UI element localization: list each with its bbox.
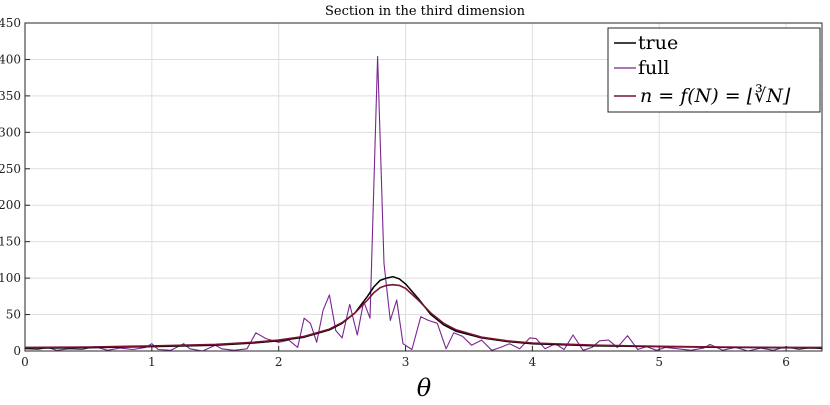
- y-tick-label: 0: [13, 344, 21, 358]
- x-axis-label: θ: [417, 374, 432, 402]
- plot-frame: [24, 22, 823, 352]
- series-line-true: [24, 275, 823, 349]
- y-tick-label: 200: [0, 198, 21, 212]
- legend-label-full: full: [638, 57, 669, 79]
- y-tick-label: 300: [0, 125, 21, 139]
- plot-lines: [24, 55, 823, 352]
- tick-marks: [24, 22, 787, 352]
- x-tick-label: 6: [782, 355, 790, 369]
- y-tick-label: 450: [0, 16, 21, 30]
- x-tick-label: 5: [655, 355, 663, 369]
- y-tick-label: 50: [6, 308, 21, 322]
- legend-label-reduced: n = f(N) = ⌊∛N⌋: [640, 84, 791, 107]
- tick-labels: 0 1 2 3 4 5 6 0 50 100 150 200 250 300 350 400 450: [0, 16, 790, 369]
- y-tick-label: 350: [0, 89, 21, 103]
- x-tick-label: 0: [21, 355, 29, 369]
- y-tick-label: 150: [0, 235, 21, 249]
- chart-title: Section in the third dimension: [325, 4, 526, 19]
- y-tick-label: 400: [0, 52, 21, 66]
- x-tick-label: 3: [402, 355, 410, 369]
- legend-box: [607, 27, 821, 113]
- series-line-reduced: [24, 283, 822, 349]
- legend-label-true: true: [638, 32, 678, 54]
- x-tick-label: 2: [275, 355, 283, 369]
- x-tick-label: 1: [148, 355, 156, 369]
- x-tick-label: 4: [529, 355, 537, 369]
- legend: true full n = f(N) = ⌊∛N⌋: [607, 27, 821, 113]
- y-tick-label: 250: [0, 162, 21, 176]
- y-tick-label: 100: [0, 271, 21, 285]
